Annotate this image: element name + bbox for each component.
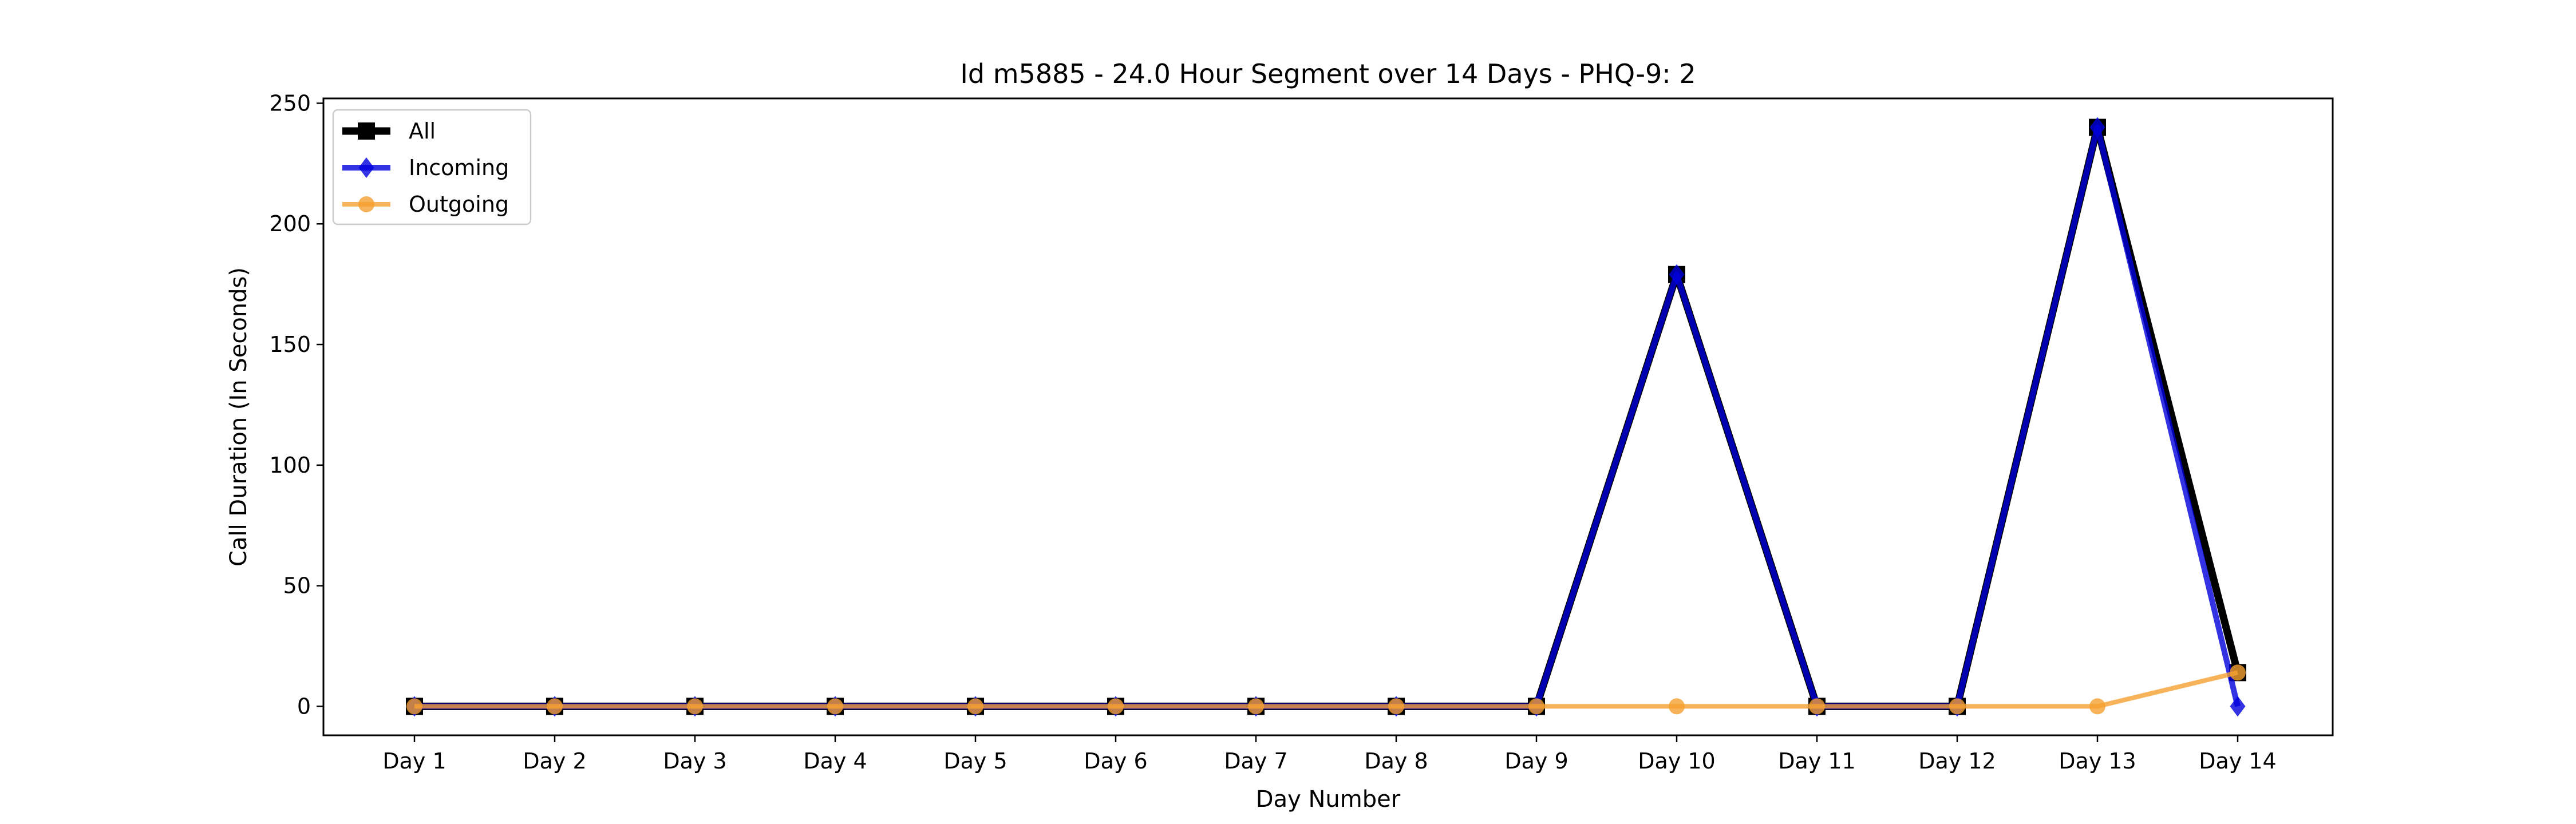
y-tick-label: 250 <box>269 90 311 116</box>
legend: All Incoming Outgoing <box>332 109 532 225</box>
series-line-all <box>414 124 2242 710</box>
y-tick-label: 150 <box>269 332 311 357</box>
legend-label-outgoing: Outgoing <box>409 192 509 217</box>
x-tick-label: Day 7 <box>1224 748 1287 774</box>
legend-label-incoming: Incoming <box>409 155 509 180</box>
data-point-outgoing <box>2089 698 2105 715</box>
x-tick-label: Day 1 <box>382 748 446 774</box>
y-tick-label: 0 <box>297 694 311 719</box>
legend-marker-outgoing <box>358 196 374 212</box>
data-point-outgoing <box>2230 664 2246 681</box>
data-point-outgoing <box>547 698 563 715</box>
series-all <box>406 118 2246 715</box>
legend-marker-incoming <box>358 157 374 178</box>
data-point-outgoing <box>687 698 703 715</box>
data-point-incoming <box>2089 117 2105 138</box>
legend-label-all: All <box>409 118 436 144</box>
x-tick-label: Day 3 <box>663 748 726 774</box>
y-tick-label: 200 <box>269 211 311 236</box>
y-tick-label: 50 <box>283 573 311 599</box>
data-point-outgoing <box>1949 698 1965 715</box>
series-line-incoming <box>414 124 2241 710</box>
data-point-outgoing <box>406 698 422 715</box>
x-tick-label: Day 6 <box>1084 748 1147 774</box>
legend-marker-all <box>358 122 375 140</box>
data-point-outgoing <box>1809 698 1825 715</box>
data-point-outgoing <box>967 698 983 715</box>
data-point-outgoing <box>1108 698 1124 715</box>
data-point-outgoing <box>827 698 843 715</box>
x-tick-label: Day 4 <box>803 748 867 774</box>
data-point-incoming <box>2230 696 2246 717</box>
axis-ticks: Day 1 Day 2 Day 3 Day 4 Day 5 Day 6 Day 7 Day 8… <box>269 90 2276 774</box>
data-point-incoming <box>1669 264 1685 285</box>
data-point-outgoing <box>1388 698 1404 715</box>
legend-box <box>332 109 532 225</box>
series-incoming <box>406 117 2246 717</box>
x-tick-label: Day 14 <box>2199 748 2276 774</box>
plot-frame <box>322 97 2334 736</box>
x-tick-label: Day 9 <box>1504 748 1568 774</box>
chart-title: Id m5885 - 24.0 Hour Segment over 14 Day… <box>960 58 1696 89</box>
x-tick-label: Day 8 <box>1364 748 1428 774</box>
x-tick-label: Day 10 <box>1638 748 1715 774</box>
x-tick-label: Day 5 <box>943 748 1007 774</box>
data-point-outgoing <box>1248 698 1264 715</box>
x-tick-label: Day 13 <box>2059 748 2136 774</box>
plot-series <box>406 117 2246 717</box>
y-axis-label: Call Duration (In Seconds) <box>226 267 252 566</box>
x-tick-label: Day 12 <box>1918 748 1996 774</box>
series-outgoing <box>406 664 2246 715</box>
x-tick-label: Day 11 <box>1778 748 1855 774</box>
series-line-outgoing <box>414 670 2238 709</box>
data-point-outgoing <box>1528 698 1544 715</box>
data-point-outgoing <box>1669 698 1685 715</box>
y-tick-label: 100 <box>269 453 311 478</box>
x-axis-label: Day Number <box>1256 786 1401 813</box>
x-tick-label: Day 2 <box>523 748 586 774</box>
